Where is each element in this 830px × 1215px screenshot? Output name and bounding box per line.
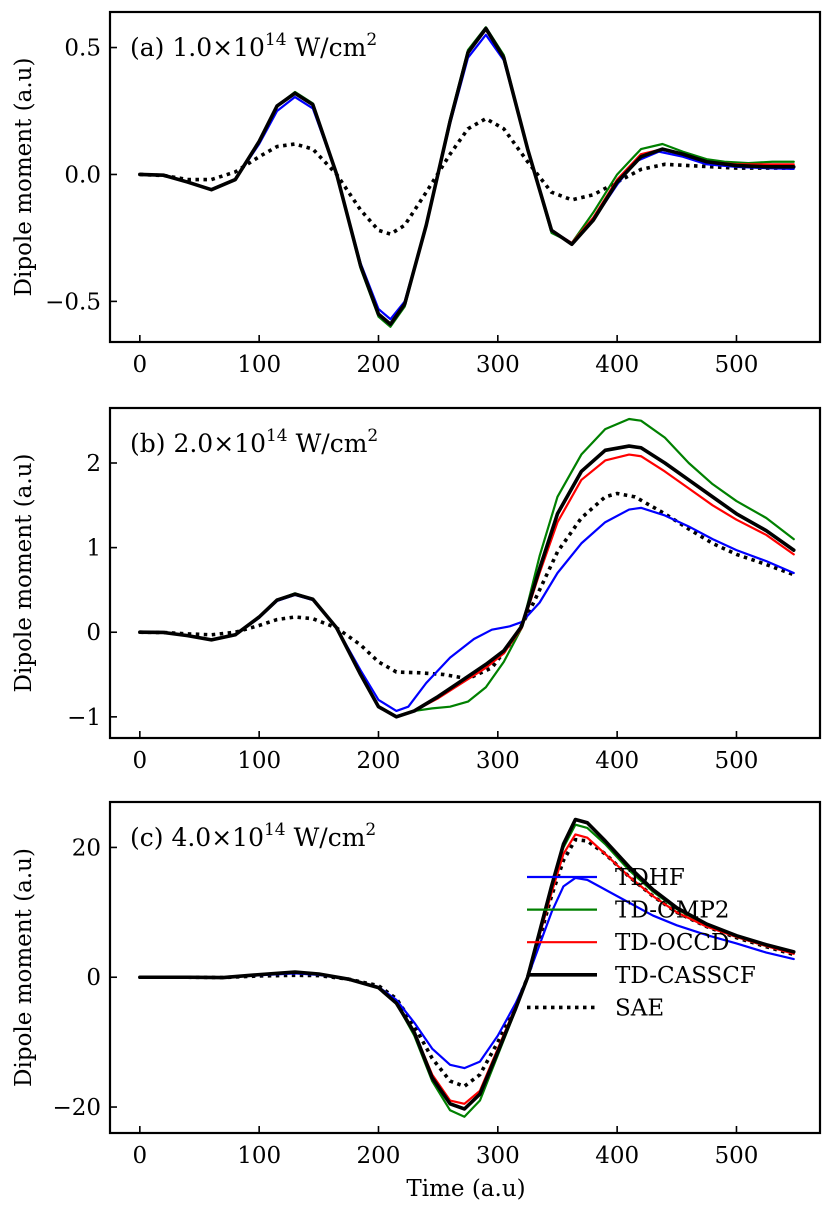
y-tick-label: −20 (52, 1095, 101, 1121)
y-tick-label: 2 (86, 451, 101, 477)
y-axis-label: Dipole moment (a.u) (11, 848, 37, 1087)
panel-1: 0 100 200 300 400 500 −1 0 1 2 Dipole moment (a.u)… (11, 406, 822, 774)
x-tick-label: 400 (595, 352, 639, 378)
x-tick-label: 100 (237, 352, 281, 378)
x-tick-label: 200 (357, 748, 401, 774)
x-tick-label: 400 (595, 1143, 639, 1169)
y-axis-label: Dipole moment (a.u) (11, 454, 37, 693)
legend-label-tdhf: TDHF (615, 865, 685, 891)
x-tick-label: 300 (476, 352, 520, 378)
panel-annotation: (b) 2.0×1014 W/cm2 (130, 426, 378, 458)
series-td-omp2-line (138, 417, 795, 718)
series-td-casscf-line (138, 26, 796, 327)
series-sae-line (139, 116, 794, 236)
y-tick-label: −0.5 (45, 289, 101, 315)
legend-label-td-omp2: TD-OMP2 (615, 898, 730, 924)
plot-frame (108, 800, 822, 1135)
x-tick-label: 0 (133, 748, 148, 774)
legend-label-td-casscf: TD-CASSCF (615, 963, 756, 989)
x-tick-label: 100 (237, 748, 281, 774)
x-tick-label: 500 (715, 748, 759, 774)
y-tick-label: 0.0 (64, 162, 101, 188)
panel-annotation: (a) 1.0×1014 W/cm2 (130, 30, 377, 62)
legend-label-sae: SAE (615, 995, 664, 1021)
y-tick-label: 0 (86, 965, 101, 991)
x-tick-label: 200 (357, 1143, 401, 1169)
plot-frame (108, 10, 822, 344)
x-tick-label: 100 (237, 1143, 281, 1169)
legend-label-td-occd: TD-OCCD (615, 930, 729, 956)
plot-frame (108, 406, 822, 740)
panel-0: 0 100 200 300 400 500 −0.5 0.0 0.5 Dipole moment … (11, 10, 822, 378)
x-tick-label: 400 (595, 748, 639, 774)
series-td-casscf-line (138, 817, 796, 1111)
series-sae-line (139, 491, 795, 681)
x-axis-label: Time (a.u) (406, 1176, 525, 1202)
x-tick-label: 300 (476, 748, 520, 774)
x-tick-label: 0 (133, 352, 148, 378)
x-tick-label: 500 (715, 352, 759, 378)
x-tick-label: 300 (476, 1143, 520, 1169)
legend: TDHF TD-OMP2 TD-OCCD TD-CASSCF SAE (527, 865, 756, 1021)
y-tick-label: 20 (72, 835, 101, 861)
y-tick-label: −1 (67, 705, 101, 731)
x-tick-label: 200 (357, 352, 401, 378)
series-td-casscf-line (138, 444, 796, 719)
x-tick-label: 500 (715, 1143, 759, 1169)
panel-annotation: (c) 4.0×1014 W/cm2 (130, 820, 376, 852)
y-tick-label: 0.5 (64, 36, 101, 62)
y-axis-label: Dipole moment (a.u) (11, 58, 37, 297)
x-tick-label: 0 (133, 1143, 148, 1169)
panel-2: 0 100 200 300 400 500 −20 0 20 Dipole moment (a.u… (11, 800, 822, 1169)
y-tick-label: 1 (86, 536, 101, 562)
y-tick-label: 0 (86, 620, 101, 646)
